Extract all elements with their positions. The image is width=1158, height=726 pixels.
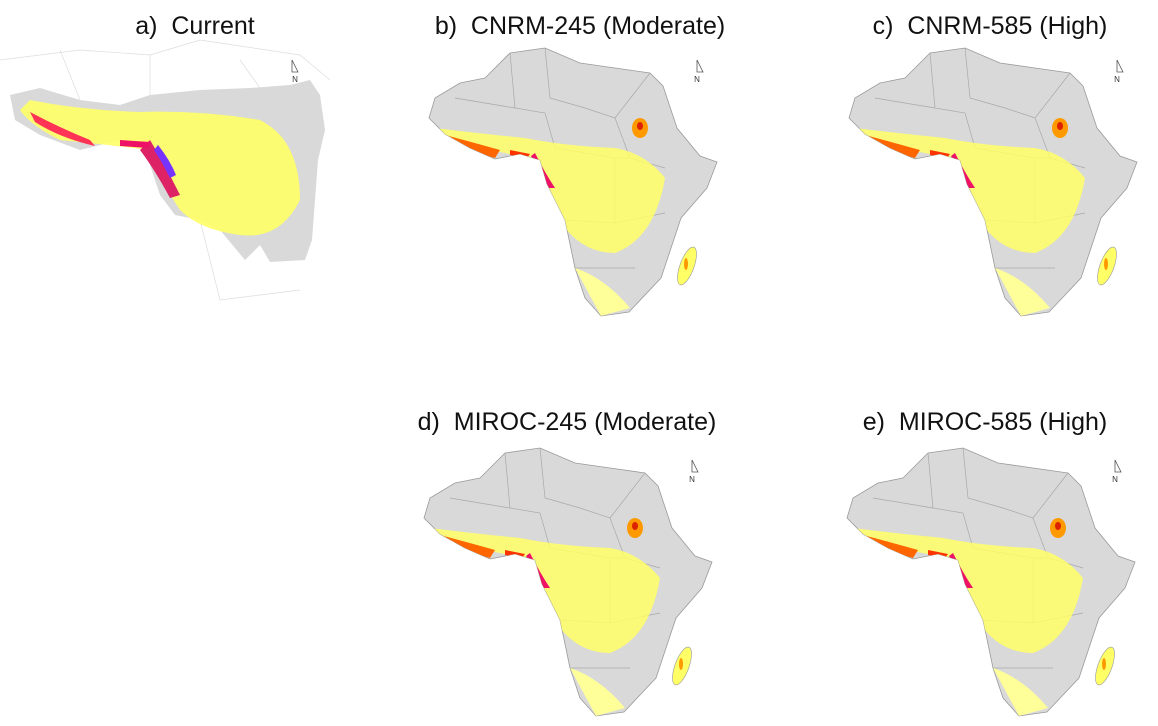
map — [849, 48, 1137, 316]
figure: Na) CurrentNb) CNRM-245 (Moderate)Nc) CN… — [0, 0, 1158, 726]
panel-title: e) MIROC-585 (High) — [863, 408, 1108, 436]
map — [847, 448, 1135, 716]
map — [429, 48, 717, 316]
panel-title: b) CNRM-245 (Moderate) — [435, 12, 725, 40]
map — [424, 448, 712, 716]
map-panel: Ne) MIROC-585 (High) — [847, 408, 1135, 716]
map-panel: Na) Current — [0, 12, 330, 300]
map-panel: Nb) CNRM-245 (Moderate) — [429, 12, 725, 316]
north-label: N — [689, 475, 695, 484]
north-label: N — [292, 75, 298, 84]
panel-title: a) Current — [135, 12, 255, 40]
panel-title: c) CNRM-585 (High) — [873, 12, 1108, 40]
map — [0, 40, 330, 300]
north-arrow — [292, 60, 298, 72]
north-label: N — [694, 75, 700, 84]
map-panel: Nd) MIROC-245 (Moderate) — [418, 408, 717, 716]
north-label: N — [1114, 75, 1120, 84]
map-panel: Nc) CNRM-585 (High) — [849, 12, 1137, 316]
north-label: N — [1112, 475, 1118, 484]
panel-title: d) MIROC-245 (Moderate) — [418, 408, 717, 436]
